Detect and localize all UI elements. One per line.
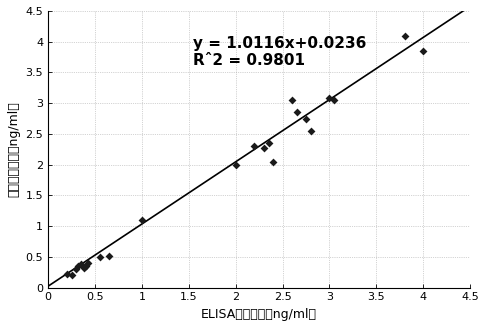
Point bbox=[302, 116, 310, 121]
Point bbox=[63, 272, 71, 277]
Point bbox=[77, 262, 85, 267]
Point bbox=[307, 128, 314, 133]
Point bbox=[419, 48, 427, 53]
Point bbox=[84, 260, 91, 266]
X-axis label: ELISA检测含量（ng/ml）: ELISA检测含量（ng/ml） bbox=[201, 308, 317, 321]
Point bbox=[265, 140, 273, 146]
Point bbox=[326, 96, 333, 101]
Point bbox=[96, 254, 104, 259]
Point bbox=[293, 110, 300, 115]
Point bbox=[80, 265, 87, 271]
Point bbox=[74, 263, 82, 269]
Point bbox=[72, 267, 80, 272]
Point bbox=[260, 145, 268, 151]
Point bbox=[82, 263, 89, 268]
Point bbox=[105, 253, 113, 258]
Text: y = 1.0116x+0.0236
Rˆ2 = 0.9801: y = 1.0116x+0.0236 Rˆ2 = 0.9801 bbox=[193, 35, 367, 68]
Point bbox=[138, 217, 146, 223]
Point bbox=[269, 159, 277, 164]
Point bbox=[288, 97, 296, 103]
Point bbox=[400, 33, 408, 38]
Y-axis label: 荆光检测含量（ng/ml）: 荆光检测含量（ng/ml） bbox=[7, 101, 20, 197]
Point bbox=[232, 162, 240, 167]
Point bbox=[251, 144, 259, 149]
Point bbox=[330, 97, 338, 103]
Point bbox=[68, 273, 75, 278]
